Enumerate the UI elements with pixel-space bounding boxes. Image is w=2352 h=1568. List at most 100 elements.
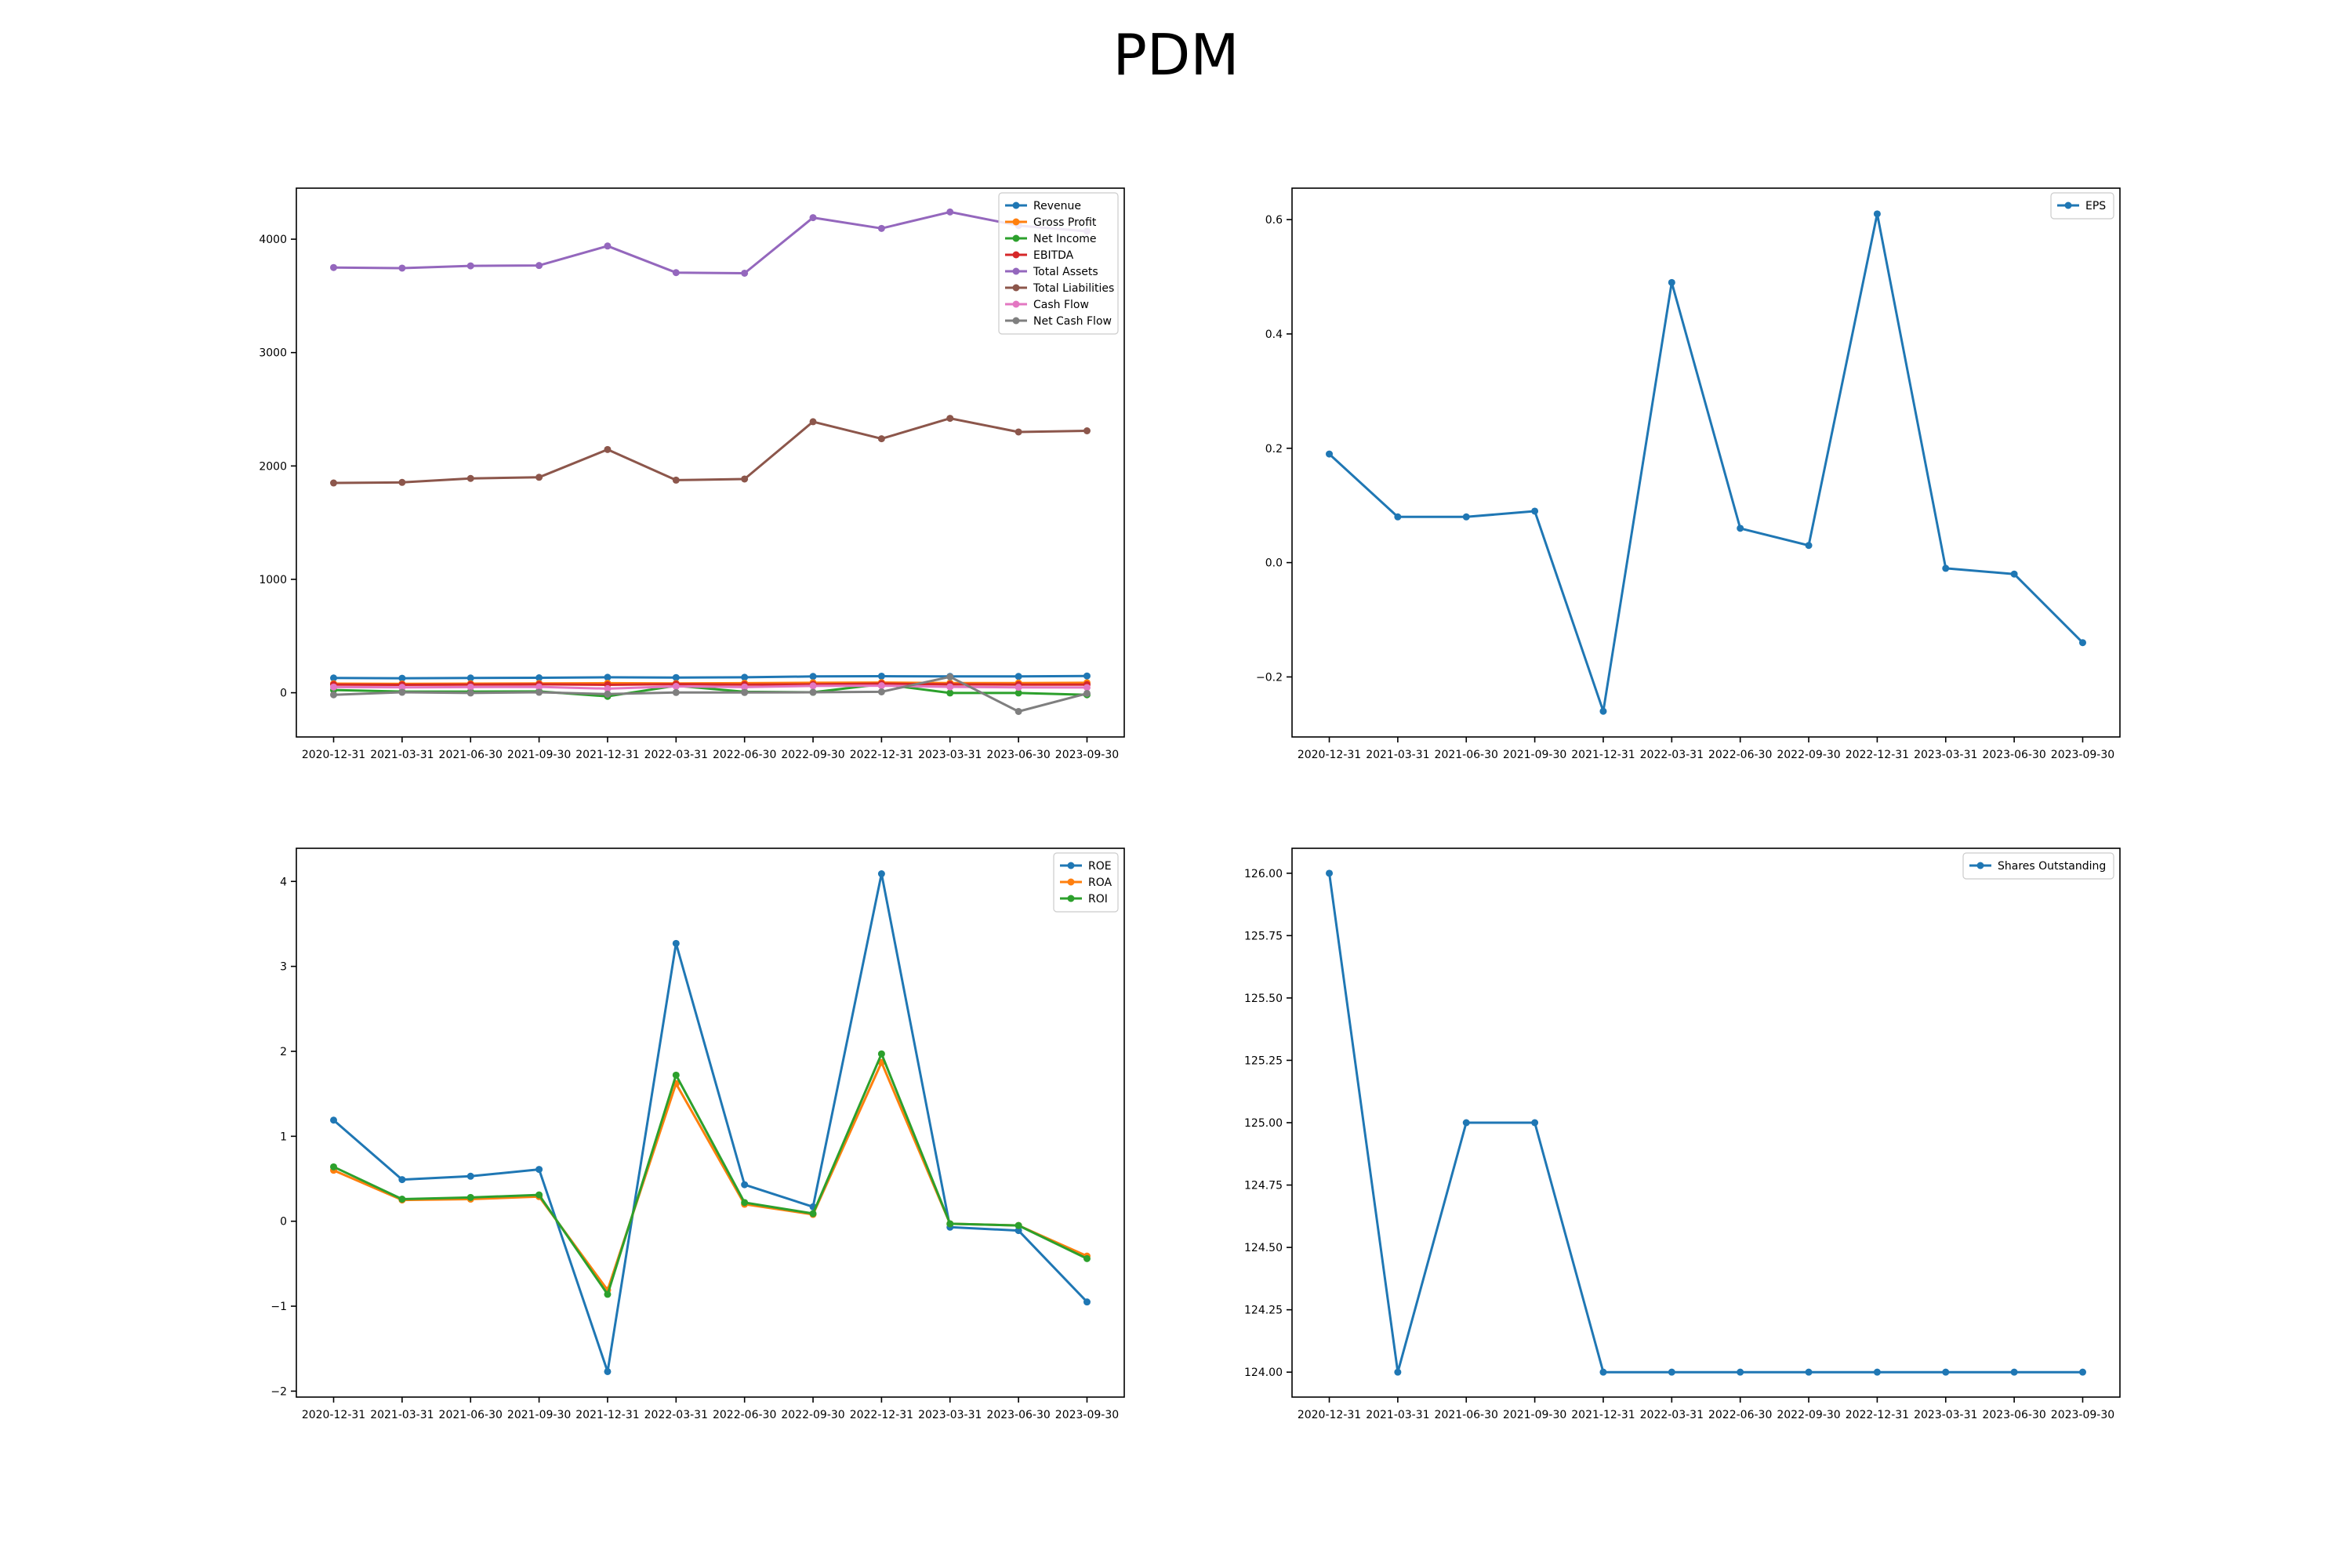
- data-point: [809, 214, 817, 222]
- x-tick-label: 2023-06-30: [1982, 749, 2045, 761]
- legend-marker: [1012, 284, 1020, 292]
- x-tick-label: 2021-09-30: [1503, 1409, 1566, 1421]
- y-tick-label: 0: [280, 688, 287, 700]
- data-point: [330, 1116, 338, 1124]
- legend-marker: [1067, 895, 1075, 902]
- data-point: [946, 683, 954, 691]
- data-point: [1599, 707, 1607, 715]
- series-line-7: [333, 675, 1087, 713]
- data-point: [535, 262, 543, 270]
- x-tick-label: 2023-09-30: [2051, 1409, 2114, 1421]
- x-tick-label: 2023-09-30: [1055, 1409, 1119, 1421]
- data-point: [877, 682, 885, 690]
- data-point: [604, 1290, 612, 1298]
- data-point: [1737, 524, 1744, 532]
- data-point: [1326, 869, 1334, 877]
- series-line-1: [332, 1061, 1088, 1291]
- x-tick-label: 2023-09-30: [2051, 749, 2114, 761]
- data-point: [330, 479, 338, 487]
- data-point: [672, 688, 680, 696]
- x-tick-label: 2023-06-30: [986, 749, 1050, 761]
- data-point: [741, 683, 749, 691]
- data-point: [604, 673, 612, 681]
- x-tick-label: 2021-12-31: [1571, 749, 1635, 761]
- data-point: [1014, 689, 1022, 697]
- data-point: [2010, 1368, 2018, 1376]
- data-point: [1083, 684, 1091, 691]
- data-point: [946, 208, 954, 216]
- data-point: [1805, 542, 1813, 550]
- y-tick-label: 4000: [259, 234, 287, 246]
- data-point: [398, 478, 406, 486]
- x-tick-label: 2022-12-31: [850, 749, 913, 761]
- plot-frame: [296, 187, 1125, 738]
- data-point: [1462, 513, 1470, 521]
- data-point: [1083, 427, 1091, 435]
- data-point: [535, 683, 543, 691]
- legend-label: Total Liabilities: [1033, 282, 1114, 295]
- x-tick-label: 2021-06-30: [439, 749, 503, 761]
- x-tick-label: 2022-09-30: [781, 749, 844, 761]
- data-point: [1014, 684, 1022, 691]
- data-point: [1737, 1368, 1744, 1376]
- legend-marker: [1012, 201, 1020, 209]
- x-tick-label: 2021-06-30: [1435, 1409, 1498, 1421]
- data-point: [1668, 278, 1675, 286]
- data-point: [946, 415, 954, 423]
- y-tick-label: 126.00: [1244, 868, 1283, 880]
- series-line-3: [333, 682, 1087, 686]
- y-tick-label: 3: [280, 961, 287, 974]
- data-point: [946, 689, 954, 697]
- data-point: [1599, 1368, 1607, 1376]
- series-line-6: [333, 684, 1087, 690]
- data-point: [809, 673, 817, 681]
- x-tick-label: 2022-09-30: [1777, 1409, 1840, 1421]
- data-point: [1942, 564, 1950, 572]
- y-tick-label: 124.50: [1244, 1242, 1283, 1254]
- legend-box: [998, 192, 1119, 335]
- data-point: [1326, 450, 1334, 458]
- data-point: [1014, 1221, 1022, 1229]
- y-tick-label: 1: [280, 1131, 287, 1143]
- data-point: [398, 1176, 406, 1184]
- legend-marker: [1067, 878, 1075, 886]
- x-tick-label: 2020-12-31: [302, 1409, 365, 1421]
- x-tick-label: 2021-06-30: [439, 1409, 503, 1421]
- x-tick-label: 2021-09-30: [1503, 749, 1566, 761]
- data-point: [946, 673, 954, 681]
- data-point: [741, 673, 749, 681]
- data-point: [398, 1196, 406, 1203]
- data-point: [466, 689, 474, 697]
- legend-label: Total Assets: [1033, 266, 1098, 278]
- x-tick-label: 2023-03-31: [1914, 749, 1977, 761]
- data-point: [535, 688, 543, 696]
- series-line-2: [333, 683, 1087, 698]
- y-tick-label: 2000: [259, 460, 287, 473]
- x-tick-label: 2021-12-31: [575, 749, 639, 761]
- y-tick-label: 4: [280, 876, 287, 888]
- data-point: [2010, 570, 2018, 578]
- data-point: [1014, 428, 1022, 436]
- data-point: [1394, 513, 1402, 521]
- x-tick-label: 2022-12-31: [850, 1409, 913, 1421]
- data-point: [672, 1071, 680, 1079]
- x-tick-label: 2020-12-31: [1298, 1409, 1361, 1421]
- y-tick-label: 125.50: [1244, 993, 1283, 1005]
- x-tick-label: 2021-03-31: [1366, 1409, 1429, 1421]
- data-point: [877, 870, 885, 878]
- data-point: [741, 1199, 749, 1207]
- legend-marker: [1012, 251, 1020, 259]
- x-tick-label: 2022-09-30: [781, 1409, 844, 1421]
- series-line-0: [1328, 873, 2083, 1374]
- data-point: [1014, 673, 1022, 681]
- chart-financials: 2020-12-31 2021-03-31 2021-06-30 2021-09-30…: [259, 187, 1125, 761]
- data-point: [741, 1181, 749, 1189]
- x-tick-label: 2022-03-31: [644, 749, 708, 761]
- data-point: [604, 1367, 612, 1375]
- y-tick-label: 125.25: [1244, 1054, 1283, 1067]
- data-point: [330, 691, 338, 699]
- y-tick-label: 3000: [259, 347, 287, 360]
- data-point: [877, 672, 885, 680]
- legend-label: ROI: [1088, 893, 1108, 906]
- data-point: [672, 476, 680, 484]
